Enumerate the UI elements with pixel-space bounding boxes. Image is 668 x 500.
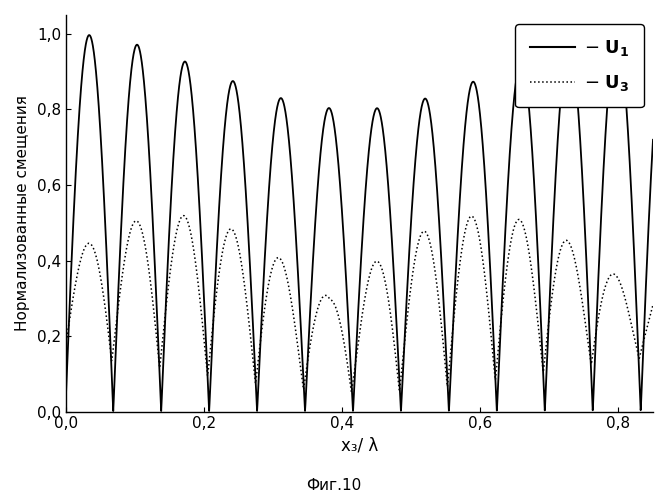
Legend: $-\ \mathbf{U_1}$, $-\ \mathbf{U_3}$: $-\ \mathbf{U_1}$, $-\ \mathbf{U_3}$ xyxy=(515,24,644,107)
Y-axis label: Нормализованные смещения: Нормализованные смещения xyxy=(15,96,30,331)
Text: Фиг.10: Фиг.10 xyxy=(307,478,361,493)
X-axis label: x₃/ λ: x₃/ λ xyxy=(341,437,378,455)
